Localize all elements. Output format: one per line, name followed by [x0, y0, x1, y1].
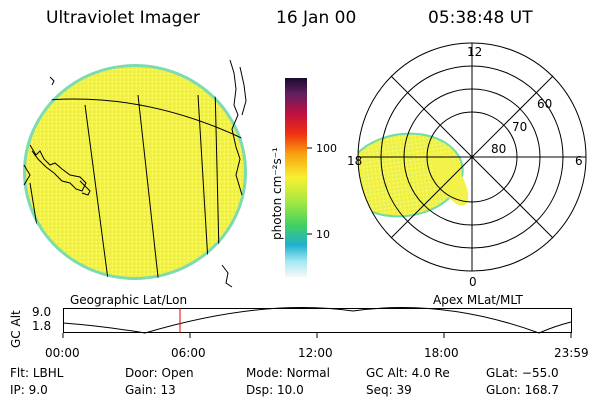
time-tick-1800: 18:00	[424, 346, 459, 360]
filter-status: Flt: LBHL	[10, 366, 63, 380]
door-value: Open	[161, 366, 194, 380]
door-status: Door: Open	[125, 366, 194, 380]
glat-value: −55.0	[521, 366, 559, 380]
dsp-label: Dsp:	[246, 383, 274, 397]
polar-mlat-mlt-panel	[357, 42, 587, 272]
auroral-oval	[358, 134, 462, 216]
altitude-axis-label: GC Alt	[9, 310, 23, 348]
mode-status: Mode: Normal	[246, 366, 330, 380]
ip-value: 9.0	[28, 383, 48, 397]
lat-label-80: 80	[491, 142, 507, 156]
mlt-label-18: 18	[347, 154, 363, 168]
time-tick-0000: 00:00	[45, 346, 80, 360]
lat-label-60: 60	[537, 97, 553, 111]
instrument-title: Ultraviolet Imager	[46, 8, 200, 28]
color-gradient	[285, 78, 307, 277]
dsp-value: 10.0	[276, 383, 304, 397]
mlt-label-6: 6	[575, 154, 583, 168]
polar-panel-caption: Apex MLat/MLT	[433, 293, 523, 307]
coastline-outlines	[29, 59, 247, 288]
sequence-status: Seq: 39	[366, 383, 412, 397]
time-tick-2359: 23:59	[554, 346, 589, 360]
gc-altitude-label: GC Alt:	[366, 366, 408, 380]
mlt-label-12: 12	[467, 45, 483, 59]
geo-panel-caption: Geographic Lat/Lon	[70, 293, 188, 307]
gc-altitude-value: 4.0 Re	[411, 366, 450, 380]
ip-label: IP:	[10, 383, 25, 397]
sequence-label: Seq:	[366, 383, 393, 397]
filter-label: Flt:	[10, 366, 29, 380]
gc-altitude-status: GC Alt: 4.0 Re	[366, 366, 450, 380]
image-time: 05:38:48 UT	[428, 8, 533, 28]
altitude-tick-9: 9.0	[32, 305, 52, 319]
gain-status: Gain: 13	[125, 383, 176, 397]
glon-label: GLon:	[486, 383, 521, 397]
colorbar-unit-label: photon cm⁻²s⁻¹	[270, 147, 284, 240]
glon-value: 168.7	[524, 383, 559, 397]
colorbar-tick-10: 10	[316, 228, 330, 241]
geographic-image-panel	[23, 59, 247, 288]
glat-label: GLat:	[486, 366, 519, 380]
panel-edge-mark	[23, 164, 31, 186]
mode-label: Mode:	[246, 366, 283, 380]
gain-value: 13	[160, 383, 176, 397]
orbit-altitude-curve	[62, 306, 572, 334]
ip-status: IP: 9.0	[10, 383, 48, 397]
longitude-line	[137, 94, 161, 280]
auroral-emission	[26, 67, 244, 277]
longitude-line	[84, 104, 111, 280]
altitude-plot-frame	[63, 308, 572, 333]
mode-value: Normal	[286, 366, 330, 380]
glat-status: GLat: −55.0	[486, 366, 559, 380]
altitude-plot	[62, 306, 572, 338]
sequence-value: 39	[396, 383, 412, 397]
lat-label-70: 70	[512, 120, 528, 134]
altitude-tick-1-8: 1.8	[32, 319, 52, 333]
color-scale-bar	[285, 78, 312, 277]
colorbar-tick-100: 100	[316, 142, 337, 155]
door-label: Door:	[125, 366, 158, 380]
glon-status: GLon: 168.7	[486, 383, 559, 397]
mlt-meridian	[390, 75, 554, 239]
dsp-status: Dsp: 10.0	[246, 383, 304, 397]
image-date: 16 Jan 00	[276, 8, 357, 28]
gain-label: Gain:	[125, 383, 157, 397]
time-tick-0600: 06:00	[171, 346, 206, 360]
time-tick-1200: 12:00	[298, 346, 333, 360]
filter-value: LBHL	[32, 366, 64, 380]
mlt-label-0: 0	[469, 275, 477, 289]
